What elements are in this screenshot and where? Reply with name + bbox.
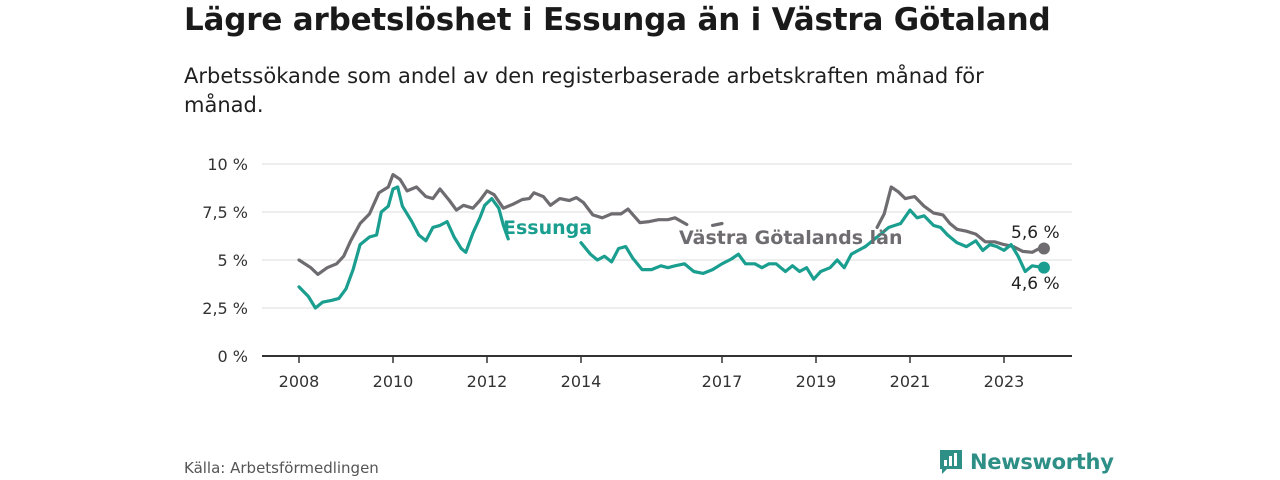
gridlines [262,163,1072,309]
source-note: Källa: Arbetsförmedlingen [184,459,379,477]
y-tick-label: 10 % [207,155,248,174]
series-label-vastra-gotaland: Västra Götalands län [679,227,902,249]
end-dot-vastra-gotaland [1037,242,1050,255]
series-line-essunga [297,185,510,310]
series-line-essunga-b [579,241,867,281]
x-tick-label: 2017 [702,372,743,391]
brand-logo: Newsworthy [938,448,1114,476]
brand-name: Newsworthy [970,450,1114,474]
x-tick-label: 2019 [796,372,837,391]
x-tick-label: 2021 [890,372,931,391]
x-tick-label: 2023 [984,372,1025,391]
series-line-essunga-d [863,221,903,249]
newsworthy-logo-icon [940,450,962,474]
chart-title: Lägre arbetslöshet i Essunga än i Västra… [184,2,1051,38]
series-lines [297,173,1046,310]
y-axis-ticks: 0 % 2,5 % 5 % 7,5 % 10 % [202,155,248,366]
y-tick-label: 5 % [218,251,248,270]
x-tick-label: 2014 [561,372,602,391]
x-axis-ticks: 2008 2010 2012 2014 2017 2019 2021 2023 [262,355,1072,391]
series-line-vastra-gotaland-c [875,185,1046,254]
x-tick-label: 2010 [373,372,414,391]
series-label-essunga: Essunga [503,217,592,239]
series-line-vastra-gotaland [297,173,689,276]
y-tick-label: 0 % [218,347,248,366]
end-dot-essunga [1037,261,1050,274]
end-label-vastra-gotaland: 5,6 % [1011,223,1060,243]
x-tick-label: 2008 [279,372,320,391]
series-line-essunga-c [899,208,1046,274]
chart-subtitle: Arbetssökande som andel av den registerb… [184,64,984,117]
y-tick-label: 2,5 % [202,299,248,318]
series-line-vastra-gotaland-b [711,221,724,227]
line-chart: 0 % 2,5 % 5 % 7,5 % 10 % 2008 2010 2012 2014 201… [202,155,1072,391]
y-tick-label: 7,5 % [202,203,248,222]
x-tick-label: 2012 [467,372,508,391]
end-label-essunga: 4,6 % [1011,274,1060,294]
